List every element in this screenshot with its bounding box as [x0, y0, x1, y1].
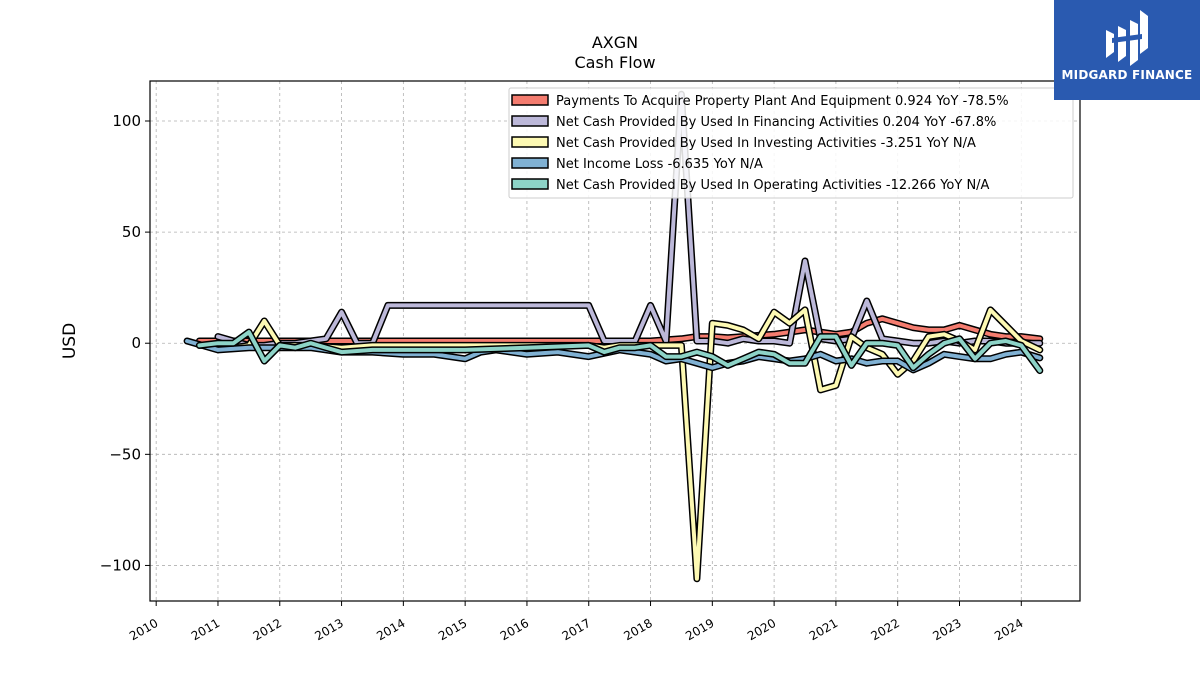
legend-swatch [511, 94, 549, 106]
x-tick-label: 2024 [992, 616, 1025, 643]
series-line [197, 330, 1042, 373]
legend-label: Net Income Loss -6.635 YoY N/A [556, 157, 763, 172]
chart-title: AXGN [592, 33, 638, 52]
legend: Payments To Acquire Property Plant And E… [508, 87, 1074, 199]
legend-label: Net Cash Provided By Used In Operating A… [556, 178, 990, 193]
legend-swatch [511, 157, 549, 169]
x-tick-label: 2013 [312, 616, 345, 643]
y-tick-label: 0 [131, 334, 141, 352]
x-tick-label: 2014 [374, 616, 407, 643]
x-tick-label: 2021 [807, 616, 840, 643]
x-tick-label: 2016 [498, 616, 531, 643]
logo-text: MIDGARD FINANCE [1061, 68, 1193, 82]
y-axis: −100 −50 0 50 100 [100, 112, 150, 574]
y-tick-label: 100 [112, 112, 141, 130]
x-tick-label: 2017 [560, 616, 593, 643]
midgard-finance-logo: MIDGARD FINANCE [1054, 0, 1200, 100]
x-tick-label: 2020 [745, 616, 778, 643]
legend-label: Payments To Acquire Property Plant And E… [556, 94, 1009, 109]
x-tick-label: 2010 [127, 616, 160, 643]
y-tick-label: −50 [109, 445, 141, 463]
x-tick-label: 2022 [869, 616, 902, 643]
legend-swatch [511, 115, 549, 127]
x-tick-label: 2012 [251, 616, 284, 643]
legend-label: Net Cash Provided By Used In Investing A… [556, 136, 976, 151]
x-tick-label: 2023 [930, 616, 963, 643]
x-axis: 2010 2011 2012 2013 2014 2015 2016 2017 2018 2019… [127, 601, 1026, 643]
y-tick-label: −100 [100, 556, 141, 574]
legend-box [508, 87, 1074, 199]
series-lines [183, 90, 1044, 583]
y-tick-label: 50 [122, 223, 141, 241]
x-tick-label: 2015 [436, 616, 469, 643]
legend-swatch [511, 136, 549, 148]
x-tick-label: 2018 [621, 616, 654, 643]
chart-subtitle: Cash Flow [574, 53, 655, 72]
series-line [197, 316, 1042, 343]
logo-mark-icon [1106, 10, 1148, 66]
legend-label: Net Cash Provided By Used In Financing A… [556, 115, 996, 130]
y-axis-label: USD [60, 323, 80, 359]
x-tick-label: 2019 [683, 616, 716, 643]
legend-swatch [511, 178, 549, 190]
series-line [185, 339, 1042, 372]
x-tick-label: 2011 [189, 616, 222, 643]
plot-frame [149, 80, 1081, 602]
